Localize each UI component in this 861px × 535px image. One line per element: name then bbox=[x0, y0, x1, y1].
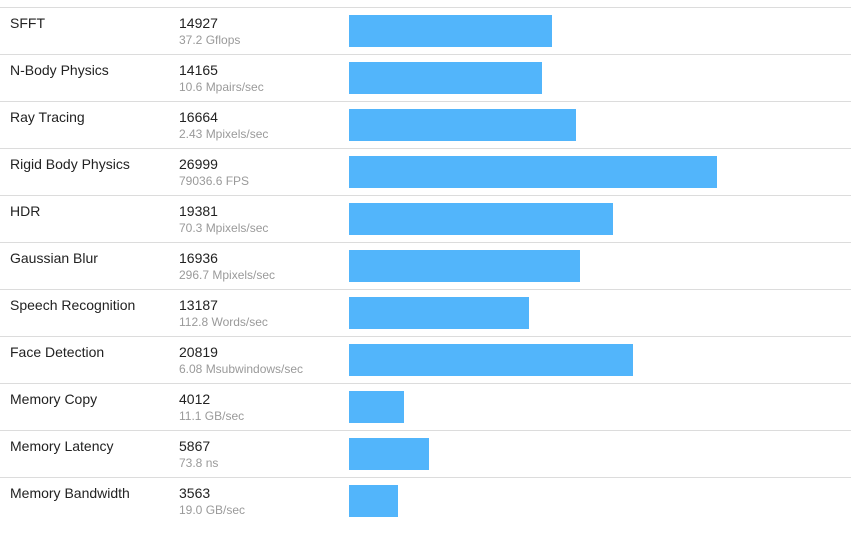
benchmark-row: Ray Tracing 16664 2.43 Mpixels/sec bbox=[0, 101, 851, 148]
benchmark-bar bbox=[349, 156, 717, 188]
benchmark-detail: 19.0 GB/sec bbox=[179, 503, 246, 517]
benchmark-bar bbox=[349, 250, 580, 282]
benchmark-bar bbox=[349, 438, 429, 470]
benchmark-score: 16664 bbox=[179, 109, 218, 125]
benchmark-bar bbox=[349, 62, 542, 94]
benchmark-detail: 112.8 Words/sec bbox=[179, 315, 268, 329]
benchmark-name: Memory Copy bbox=[10, 391, 98, 407]
benchmark-score: 4012 bbox=[179, 391, 211, 407]
benchmark-score: 13187 bbox=[179, 297, 218, 313]
benchmark-row: Memory Bandwidth 3563 19.0 GB/sec bbox=[0, 477, 851, 524]
benchmark-name: Ray Tracing bbox=[10, 109, 85, 125]
benchmark-name: SFFT bbox=[10, 15, 45, 31]
benchmark-score: 26999 bbox=[179, 156, 218, 172]
benchmark-row: Gaussian Blur 16936 296.7 Mpixels/sec bbox=[0, 242, 851, 289]
benchmark-score: 19381 bbox=[179, 203, 218, 219]
benchmark-score: 20819 bbox=[179, 344, 218, 360]
benchmark-score: 14165 bbox=[179, 62, 218, 78]
benchmark-bar bbox=[349, 15, 552, 47]
benchmark-bar bbox=[349, 297, 529, 329]
benchmark-name: Rigid Body Physics bbox=[10, 156, 130, 172]
benchmark-detail: 37.2 Gflops bbox=[179, 33, 241, 47]
benchmark-name: Memory Bandwidth bbox=[10, 485, 130, 501]
benchmark-row: Memory Latency 5867 73.8 ns bbox=[0, 430, 851, 477]
benchmark-detail: 79036.6 FPS bbox=[179, 174, 250, 188]
benchmark-score: 5867 bbox=[179, 438, 211, 454]
benchmark-row: Face Detection 20819 6.08 Msubwindows/sec bbox=[0, 336, 851, 383]
benchmark-row: Rigid Body Physics 26999 79036.6 FPS bbox=[0, 148, 851, 195]
benchmark-name: Memory Latency bbox=[10, 438, 114, 454]
benchmark-row: Memory Copy 4012 11.1 GB/sec bbox=[0, 383, 851, 430]
benchmark-bar bbox=[349, 344, 633, 376]
benchmark-detail: 10.6 Mpairs/sec bbox=[179, 80, 264, 94]
benchmark-detail: 296.7 Mpixels/sec bbox=[179, 268, 276, 282]
benchmark-detail: 2.43 Mpixels/sec bbox=[179, 127, 269, 141]
benchmark-detail: 70.3 Mpixels/sec bbox=[179, 221, 269, 235]
benchmark-score: 14927 bbox=[179, 15, 218, 31]
benchmark-detail: 11.1 GB/sec bbox=[179, 409, 245, 423]
benchmark-score: 16936 bbox=[179, 250, 218, 266]
benchmark-name: Speech Recognition bbox=[10, 297, 136, 313]
benchmark-detail: 73.8 ns bbox=[179, 456, 219, 470]
benchmark-bar bbox=[349, 391, 404, 423]
benchmark-name: Gaussian Blur bbox=[10, 250, 98, 266]
benchmark-score: 3563 bbox=[179, 485, 211, 501]
benchmark-name: HDR bbox=[10, 203, 41, 219]
benchmark-bar-chart: SFFT 14927 37.2 Gflops N-Body Physics 14165 1… bbox=[0, 7, 851, 524]
benchmark-row: SFFT 14927 37.2 Gflops bbox=[0, 7, 851, 54]
benchmark-bar bbox=[349, 109, 576, 141]
benchmark-name: N-Body Physics bbox=[10, 62, 109, 78]
benchmark-name: Face Detection bbox=[10, 344, 105, 360]
benchmark-detail: 6.08 Msubwindows/sec bbox=[179, 362, 304, 376]
benchmark-bar bbox=[349, 485, 398, 517]
benchmark-row: Speech Recognition 13187 112.8 Words/sec bbox=[0, 289, 851, 336]
benchmark-bar bbox=[349, 203, 613, 235]
benchmark-row: HDR 19381 70.3 Mpixels/sec bbox=[0, 195, 851, 242]
benchmark-row: N-Body Physics 14165 10.6 Mpairs/sec bbox=[0, 54, 851, 101]
